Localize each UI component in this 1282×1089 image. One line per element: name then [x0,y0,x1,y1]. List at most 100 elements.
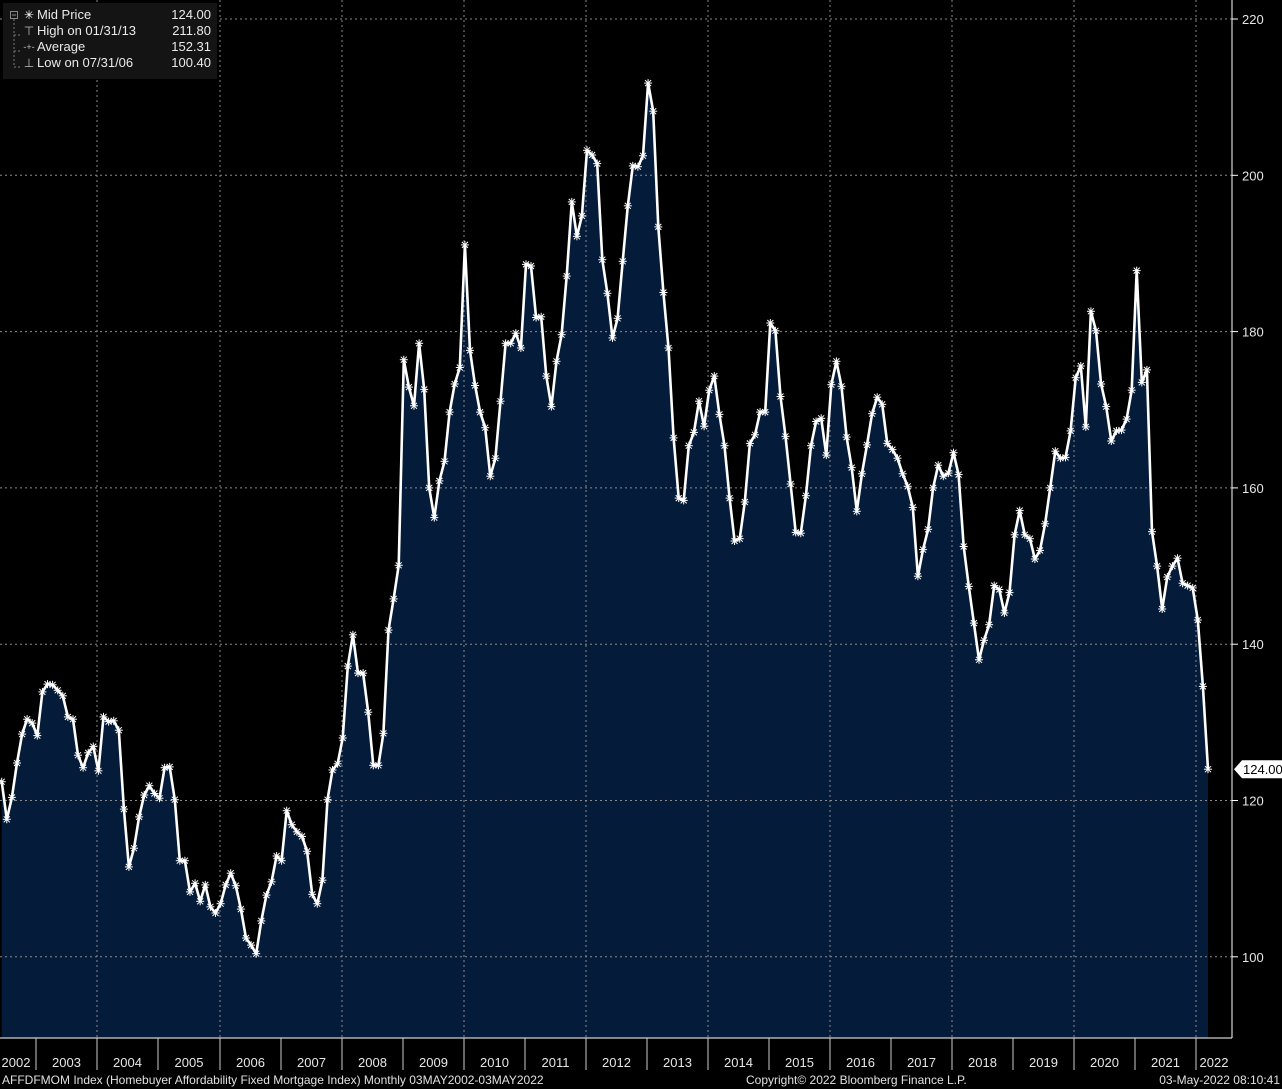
data-point [206,902,215,911]
data-point [282,806,291,815]
data-point [812,417,821,426]
data-point [852,507,861,516]
x-tick-label: 2013 [663,1055,692,1070]
data-point [700,422,709,431]
legend-row-mid-price[interactable]: ✳ Mid Price 124.00 [3,7,217,23]
data-point [308,890,317,899]
data-point [135,812,144,821]
data-point [608,333,617,342]
x-tick-label: 2015 [785,1055,814,1070]
data-point [577,211,586,220]
data-point [1163,573,1172,581]
data-point [583,146,591,155]
legend-row-average[interactable]: -+- Average 152.31 [3,39,217,55]
data-point [598,255,607,264]
x-tick-label: 2018 [968,1055,997,1070]
data-point [1015,506,1024,515]
data-point [1198,682,1207,691]
data-point [689,428,698,437]
data-point [226,869,235,878]
data-point [532,313,541,322]
data-point [415,339,424,348]
data-point [303,847,312,856]
footer-timestamp: 03-May-2022 08:10:41 [1159,1073,1280,1087]
data-point [420,385,429,394]
legend-row-high[interactable]: ⊤ High on 01/31/13 211.80 [3,23,217,39]
data-point [430,513,439,522]
data-point [287,820,296,829]
x-tick-label: 2017 [907,1055,936,1070]
data-point [384,626,393,635]
data-point [720,441,729,450]
data-point [94,766,103,775]
data-point [552,357,561,366]
data-point [33,731,42,740]
data-point [318,876,327,885]
data-point [379,729,388,738]
data-point [79,763,88,772]
data-point [23,715,32,724]
data-point [1005,588,1014,597]
data-point [695,397,703,406]
data-point [1204,765,1212,774]
legend-label: Average [37,39,86,54]
data-point [114,726,123,735]
data-point [990,581,999,590]
x-tick-label: 2022 [1200,1055,1229,1070]
data-point [847,463,856,472]
data-point [18,730,27,739]
data-point [435,476,444,485]
data-point [644,79,653,88]
data-point [186,887,194,896]
x-tick-label: 2021 [1151,1055,1180,1070]
data-point [1020,530,1029,539]
data-point [221,880,230,889]
data-point [572,232,581,241]
data-point [471,381,480,390]
data-point [1122,415,1131,424]
legend-value: 152.31 [171,39,211,54]
data-point [2,815,11,824]
data-point [491,454,500,463]
y-tick-label: 120 [1242,794,1264,809]
data-point [557,330,566,339]
data-point [43,680,52,689]
footer-copyright: Copyright© 2022 Bloomberg Finance L.P. [746,1073,967,1087]
data-point [1066,426,1075,435]
data-point [715,410,724,419]
legend-row-low[interactable]: ⊥ Low on 07/31/06 100.40 [3,55,217,71]
data-point [649,107,658,116]
data-point [873,393,882,402]
data-point [247,941,256,950]
data-point [1173,554,1182,563]
data-point [481,423,490,432]
data-point [486,472,495,481]
data-point [807,441,815,450]
data-point [0,777,6,786]
data-point [980,636,988,645]
data-point [919,545,927,554]
y-tick-label: 200 [1242,168,1264,183]
data-point [1117,426,1126,435]
data-point [633,162,642,171]
data-point [399,355,408,364]
data-point [506,339,515,348]
data-point [1127,386,1136,395]
x-tick-label: 2004 [113,1055,142,1070]
data-point [89,742,98,751]
y-tick-label: 180 [1242,325,1264,340]
data-point [618,257,627,266]
data-point [567,197,576,206]
data-point [84,748,93,757]
data-point [603,289,612,298]
data-point [593,159,602,168]
data-point [348,630,357,639]
data-point [964,582,973,591]
legend-value: 211.80 [172,23,211,38]
data-point [801,491,810,500]
data-point [170,795,179,804]
data-point [883,439,892,448]
data-point [542,372,551,381]
data-point [516,344,525,352]
data-point [639,151,647,160]
